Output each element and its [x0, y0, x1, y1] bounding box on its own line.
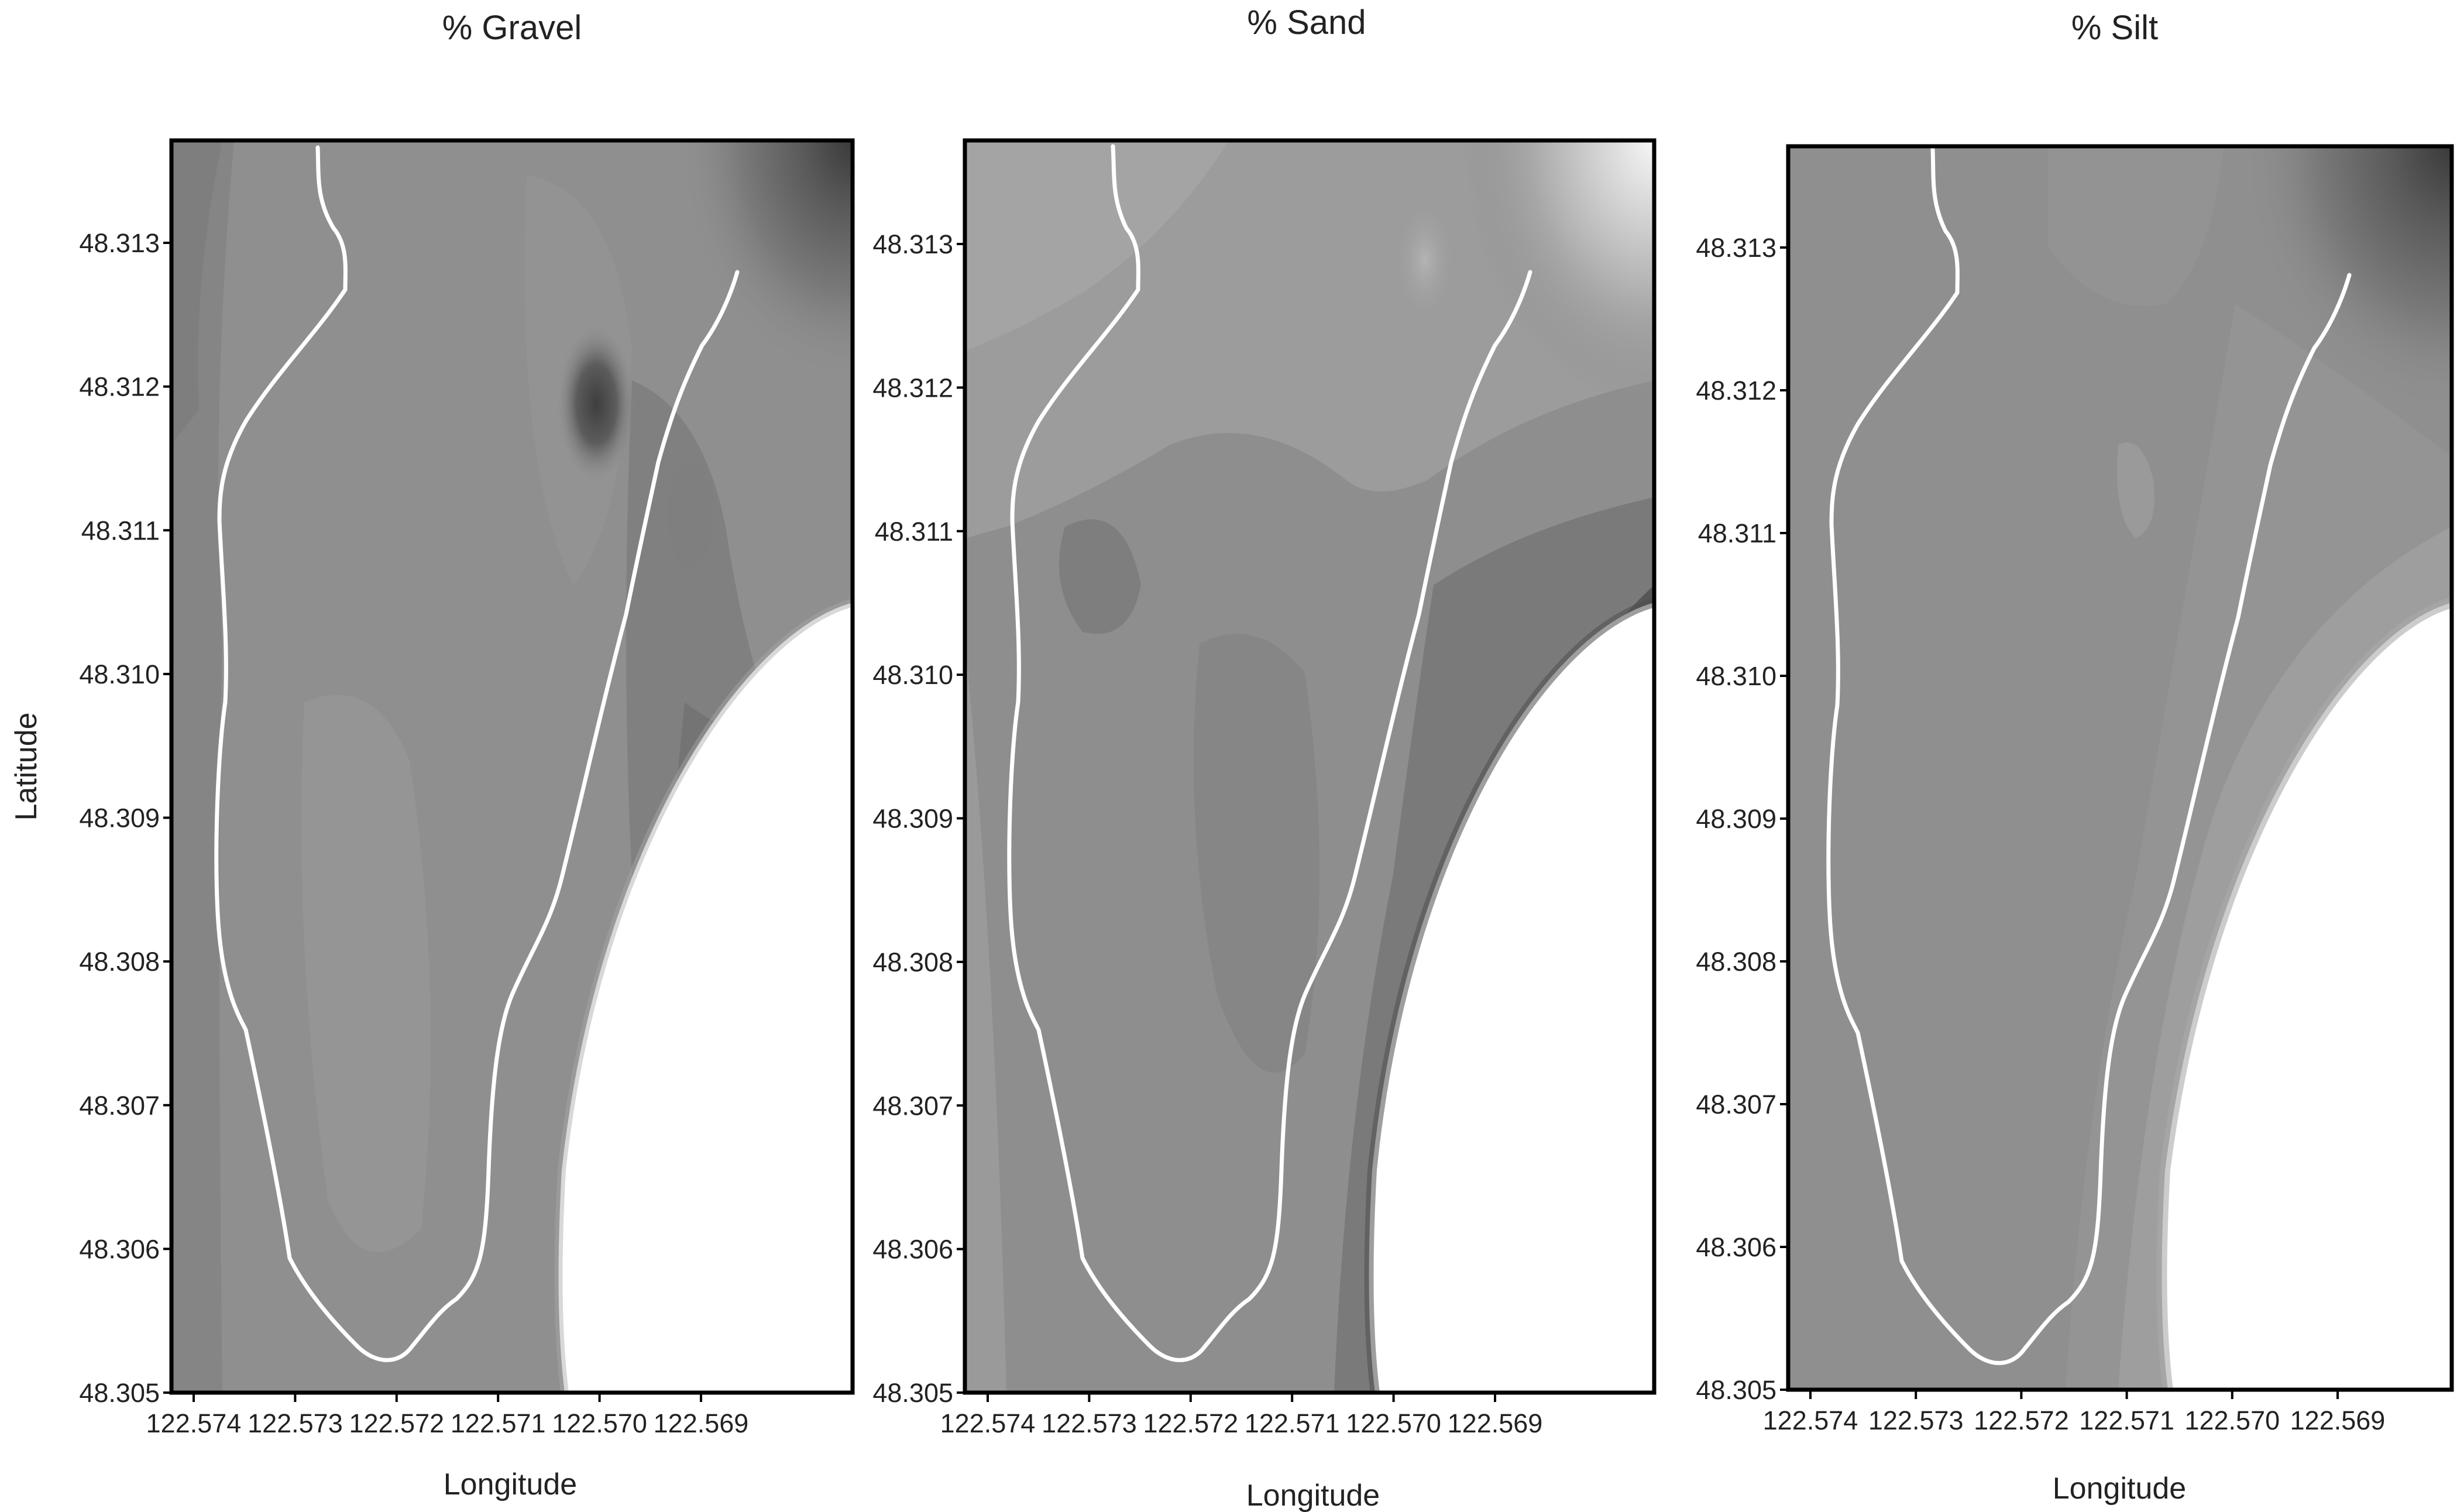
- y-ticks: 48.313 48.312 48.311 48.310 48.309 48.308 48.3…: [1696, 233, 1788, 1405]
- y-tick-label: 48.305: [1696, 1375, 1776, 1405]
- y-tick-label: 48.312: [872, 373, 953, 403]
- x-tick-label: 122.571: [2079, 1406, 2174, 1435]
- contour-field: [171, 140, 853, 1393]
- x-tick-label: 122.574: [146, 1408, 242, 1438]
- y-tick-label: 48.312: [79, 372, 160, 402]
- y-tick-label: 48.309: [872, 804, 953, 834]
- panel-title: % Gravel: [442, 9, 582, 47]
- y-tick-label: 48.305: [872, 1378, 953, 1408]
- y-tick-label: 48.306: [872, 1235, 953, 1264]
- x-tick-label: 122.574: [940, 1408, 1036, 1438]
- y-ticks: 48.313 48.312 48.311 48.310 48.309 48.308 48.3…: [872, 229, 965, 1408]
- plot-frame: [1786, 144, 2454, 1392]
- y-tick-label: 48.310: [1696, 661, 1776, 691]
- y-tick-label: 48.311: [81, 516, 160, 545]
- x-tick-label: 122.569: [1448, 1408, 1543, 1438]
- y-tick-label: 48.307: [872, 1091, 953, 1121]
- panel-title: % Silt: [2071, 9, 2158, 47]
- panel-sand: % Sand 48.31348.31248.31148.31048.30948.…: [872, 4, 1657, 1512]
- x-axis-label: Longitude: [2053, 1472, 2186, 1506]
- x-tick-label: 122.569: [654, 1408, 749, 1438]
- panel-gravel: % Gravel 48.313 48.312 48.311: [79, 9, 855, 1501]
- y-tick-label: 48.310: [872, 660, 953, 690]
- plot-frame: [963, 138, 1657, 1395]
- y-tick-label: 48.313: [1696, 233, 1776, 263]
- x-ticks: 122.574 122.573 122.572 122.571 122.570 122.5…: [146, 1393, 749, 1438]
- y-ticks: 48.313 48.312 48.311 48.310 48.309 48.308 48.3…: [79, 228, 171, 1408]
- y-tick-label: 48.313: [79, 228, 160, 258]
- x-ticks: 122.574 122.573 122.572 122.571 122.570 122.5…: [1763, 1390, 2386, 1435]
- x-tick-label: 122.573: [1042, 1408, 1137, 1438]
- y-tick-label: 48.312: [1696, 376, 1776, 406]
- y-axis-label: Latitude: [9, 712, 43, 820]
- x-tick-label: 122.573: [1868, 1406, 1964, 1435]
- panel-silt: % Silt 48.31348.31248.31148.31048.30948.…: [1696, 9, 2454, 1506]
- y-tick-label: 48.311: [875, 517, 953, 547]
- plot-frame: [169, 138, 855, 1395]
- x-ticks: 122.574 122.573 122.572 122.571 122.570 122.5…: [940, 1393, 1543, 1438]
- y-tick-label: 48.313: [872, 229, 953, 259]
- y-tick-label: 48.307: [1696, 1090, 1776, 1119]
- y-tick-label: 48.309: [1696, 804, 1776, 834]
- y-tick-label: 48.310: [79, 659, 160, 689]
- x-tick-label: 122.572: [1143, 1408, 1238, 1438]
- panel-title: % Sand: [1247, 4, 1366, 42]
- x-axis-label: Longitude: [444, 1468, 577, 1501]
- x-tick-label: 122.571: [451, 1408, 546, 1438]
- x-tick-label: 122.570: [1346, 1408, 1441, 1438]
- y-tick-label: 48.309: [79, 803, 160, 833]
- y-tick-label: 48.306: [79, 1234, 160, 1264]
- y-tick-label: 48.306: [1696, 1232, 1776, 1262]
- y-tick-label: 48.308: [872, 947, 953, 977]
- y-tick-label: 48.305: [79, 1378, 160, 1408]
- contour-field: [965, 140, 1654, 1393]
- contour-field: [1788, 146, 2452, 1390]
- y-tick-label: 48.308: [1696, 947, 1776, 977]
- y-tick-label: 48.307: [79, 1091, 160, 1121]
- x-tick-label: 122.572: [349, 1408, 444, 1438]
- x-tick-label: 122.573: [248, 1408, 343, 1438]
- x-tick-label: 122.571: [1245, 1408, 1340, 1438]
- x-tick-label: 122.569: [2290, 1406, 2386, 1435]
- x-tick-label: 122.574: [1763, 1406, 1858, 1435]
- x-axis-label: Longitude: [1246, 1479, 1380, 1512]
- y-tick-label: 48.308: [79, 947, 160, 977]
- y-tick-label: 48.311: [1698, 518, 1776, 548]
- x-tick-label: 122.570: [2184, 1406, 2280, 1435]
- x-tick-label: 122.572: [1974, 1406, 2069, 1435]
- x-tick-label: 122.570: [552, 1408, 647, 1438]
